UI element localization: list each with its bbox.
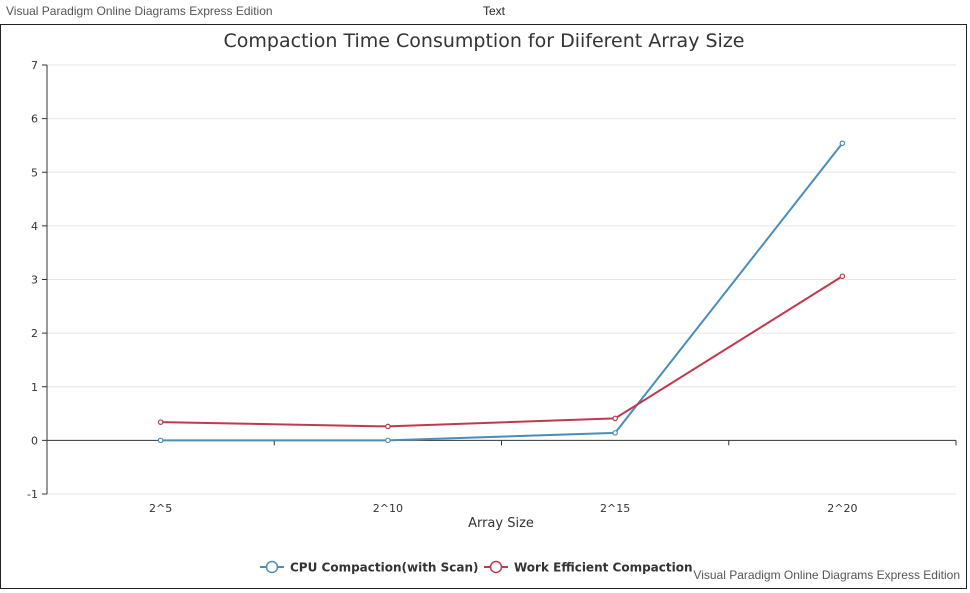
y-tick-label: 7 <box>31 59 38 72</box>
line-chart: Compaction Time Consumption for Diiferen… <box>27 30 957 575</box>
x-tick-label: 2^10 <box>373 502 403 515</box>
legend-marker <box>265 560 279 574</box>
legend-marker <box>489 560 503 574</box>
chart-frame: Compaction Time Consumption for Diiferen… <box>0 24 967 589</box>
data-point <box>157 419 164 425</box>
data-point <box>385 437 391 444</box>
y-tick-label: 6 <box>31 113 38 126</box>
axis-layer: 7 6 5 4 3 2 1 0 -1 2^5 2^10 2^15 2^20 <box>27 59 957 515</box>
data-point <box>157 437 164 444</box>
x-tick-label: 2^5 <box>149 502 172 515</box>
data-point <box>385 423 391 430</box>
series-line-1 <box>160 142 844 442</box>
y-tick-label: 1 <box>31 381 38 394</box>
y-tick-label: 5 <box>31 166 38 179</box>
watermark-top: Visual Paradigm Online Diagrams Express … <box>6 4 273 18</box>
data-point <box>612 430 618 436</box>
legend-item-1: CPU Compaction(with Scan) <box>260 561 479 575</box>
series-layer <box>157 140 846 444</box>
series-line-2 <box>160 275 843 428</box>
y-tick-label: 2 <box>31 327 38 340</box>
chart-title: Compaction Time Consumption for Diiferen… <box>224 30 745 52</box>
y-tick-label: 3 <box>31 274 38 287</box>
grid-layer <box>47 64 956 495</box>
header-text: Text <box>483 4 506 18</box>
x-tick-label: 2^20 <box>827 502 857 515</box>
x-axis-label: Array Size <box>468 516 534 531</box>
watermark-bottom: Visual Paradigm Online Diagrams Express … <box>693 568 960 582</box>
legend-item-2: Work Efficient Compaction <box>484 561 693 575</box>
y-tick-label: -1 <box>27 488 38 501</box>
top-bar: Visual Paradigm Online Diagrams Express … <box>0 0 970 24</box>
data-point <box>839 273 846 280</box>
legend-label: Work Efficient Compaction <box>514 561 693 575</box>
y-tick-label: 0 <box>31 434 38 447</box>
legend: CPU Compaction(with Scan) Work Efficient … <box>260 561 693 575</box>
data-point <box>612 415 618 422</box>
y-tick-label: 4 <box>31 220 38 233</box>
data-point <box>839 140 846 147</box>
legend-label: CPU Compaction(with Scan) <box>290 561 479 575</box>
x-tick-label: 2^15 <box>600 502 630 515</box>
